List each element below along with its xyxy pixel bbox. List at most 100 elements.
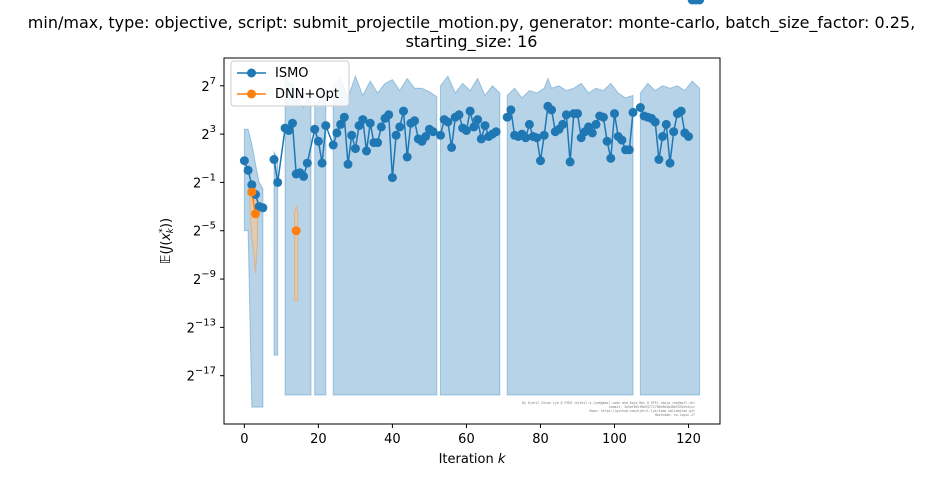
ismo-point [358, 115, 368, 125]
ismo-point [376, 122, 386, 132]
x-tick-label: 0 [240, 432, 248, 447]
dnn-point [251, 209, 260, 219]
y-tick-label: 2−13 [187, 317, 216, 336]
x-tick-label: 120 [676, 432, 701, 447]
y-tick-label: 27 [201, 76, 216, 95]
ismo-point [650, 117, 660, 127]
ismo-point [598, 112, 608, 122]
ismo-point [536, 156, 545, 166]
ismo-point [350, 144, 360, 154]
ismo-point [321, 121, 331, 131]
plot-area [223, 0, 721, 425]
watermark-line: Commit: 1e5af4d1f8b93771790e9b4d48e933bf… [609, 405, 695, 409]
ismo-point [524, 119, 534, 129]
ismo-point [269, 155, 279, 164]
ismo-point [373, 138, 383, 148]
ismo-point [247, 180, 257, 190]
ismo-point [336, 119, 346, 129]
legend-dnn-marker [247, 89, 256, 99]
ismo-point [624, 145, 634, 155]
legend-dnn-label: DNN+Opt [275, 87, 339, 102]
x-tick-label: 60 [458, 432, 475, 447]
ismo-point [461, 126, 471, 135]
ismo-point [317, 158, 327, 168]
ismo-point [610, 109, 619, 119]
y-tick-label: 2−17 [187, 366, 216, 385]
ismo-band [243, 128, 264, 408]
ismo-point [658, 132, 668, 141]
ismo-point [365, 118, 375, 128]
ismo-point [606, 153, 616, 163]
ismo-point [402, 152, 412, 162]
plot-frame [223, 57, 721, 425]
ismo-point [491, 127, 501, 137]
chart-title-line1: min/max, type: objective, script: submit… [28, 13, 915, 33]
ismo-point [332, 128, 342, 138]
ismo-point [617, 135, 627, 145]
ismo-point [669, 127, 679, 137]
ismo-point [665, 158, 675, 168]
ismo-point [343, 159, 353, 169]
legend-ismo-marker [247, 68, 256, 78]
ismo-point [565, 157, 575, 167]
ismo-point [447, 142, 457, 152]
ismo-point [428, 127, 438, 137]
ismo-point [243, 165, 253, 175]
x-axis-ticks: 0 20 40 60 80 100 120 [240, 424, 701, 447]
y-tick-label: 2−9 [193, 269, 216, 288]
ismo-point [399, 106, 408, 116]
ismo-point [558, 119, 568, 129]
watermark-text: By Kjetil Olsen Lye @ ETHZ <kjetil.o.lye… [522, 401, 695, 417]
legend: ISMO DNN+Opt [230, 60, 350, 107]
x-axis-label: Iteration k [439, 452, 506, 467]
x-tick-label: 40 [384, 432, 401, 447]
ismo-point [465, 106, 475, 116]
ismo-point [443, 117, 453, 127]
ismo-point [521, 133, 531, 143]
ismo-point [310, 124, 320, 134]
ismo-point [587, 128, 597, 138]
ismo-point [391, 130, 401, 140]
ismo-point [258, 203, 268, 213]
ismo-point [561, 110, 571, 120]
ismo-point [532, 133, 542, 143]
ismo-point [602, 136, 612, 146]
y-tick-label: 2−5 [193, 221, 216, 240]
ismo-point [410, 116, 420, 126]
ismo-point [239, 156, 249, 166]
dnn-band [294, 204, 299, 302]
ismo-point [384, 110, 394, 120]
ismo-point [661, 119, 671, 129]
ismo-point [476, 134, 486, 144]
ismo-point [284, 126, 294, 135]
ismo-point [539, 130, 549, 140]
ismo-point [573, 109, 582, 119]
ismo-point [695, 0, 705, 5]
ismo-point [502, 112, 512, 122]
ismo-point [299, 171, 309, 181]
ismo-point [288, 118, 297, 128]
x-tick-label: 20 [310, 432, 327, 447]
ismo-point [362, 146, 371, 156]
ismo-point [313, 136, 323, 146]
ismo-point [273, 177, 283, 187]
x-axis-label-text: Iteration [439, 452, 498, 467]
y-tick-label: 23 [201, 124, 216, 143]
legend-ismo-label: ISMO [275, 66, 309, 81]
ismo-band [639, 80, 701, 396]
x-tick-label: 80 [532, 432, 549, 447]
ismo-point [684, 132, 693, 141]
chart-title-line2: starting_size: 16 [406, 32, 538, 52]
dnn-point [247, 187, 257, 197]
ismo-point [480, 121, 490, 131]
ismo-point [628, 107, 638, 117]
watermark-line: By Kjetil Olsen Lye @ ETHZ <kjetil.o.lye… [522, 401, 695, 405]
ismo-point [469, 122, 479, 132]
ismo-point [654, 155, 664, 164]
ismo-band [332, 74, 438, 396]
x-tick-label: 100 [602, 432, 627, 447]
ismo-point [436, 130, 445, 140]
ismo-point [454, 110, 464, 120]
ismo-point [473, 115, 483, 125]
